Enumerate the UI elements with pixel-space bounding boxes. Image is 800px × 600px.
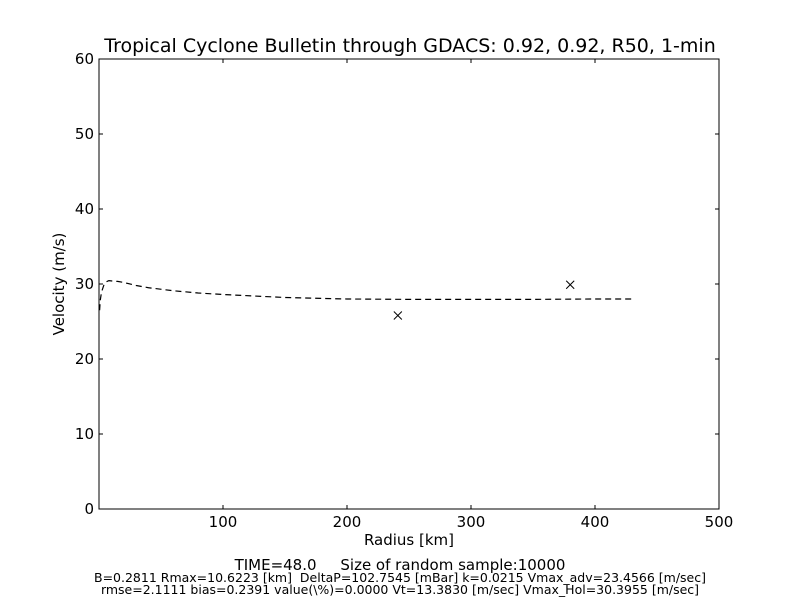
y-tick-label: 60 [75, 50, 94, 68]
y-tick-label: 0 [84, 500, 94, 518]
y-axis-label: Velocity (m/s) [50, 232, 68, 336]
x-tick-label: 100 [209, 513, 238, 531]
series-layer [99, 280, 633, 320]
footer-time-line: TIME=48.0 Size of random sample:10000 [234, 556, 566, 574]
x-tick-label: 300 [457, 513, 486, 531]
footer-stats-line: rmse=2.1111 bias=0.2391 value(\%)=0.0000… [100, 582, 700, 597]
plot-frame [98, 58, 720, 510]
y-tick-label: 20 [75, 350, 94, 368]
y-tick-label: 50 [75, 125, 94, 143]
x-tick-label: 400 [581, 513, 610, 531]
data-point-x-marker [393, 311, 403, 320]
axis-tick-labels: 100 200 300 400 500 0 10 20 30 40 50 60 [75, 50, 733, 531]
footer-params-line: B=0.2811 Rmax=10.6223 [km] DeltaP=102.75… [94, 570, 706, 585]
x-tick-label: 500 [705, 513, 734, 531]
y-tick-label: 30 [75, 275, 94, 293]
series-line-0 [99, 280, 633, 311]
y-tick-label: 40 [75, 200, 94, 218]
plot-area [99, 59, 719, 509]
x-axis-label: Radius [km] [363, 531, 455, 549]
x-tick-label: 200 [333, 513, 362, 531]
y-tick-label: 10 [75, 425, 94, 443]
chart-title: Tropical Cyclone Bulletin through GDACS:… [104, 35, 716, 57]
data-point-x-marker [565, 280, 575, 290]
